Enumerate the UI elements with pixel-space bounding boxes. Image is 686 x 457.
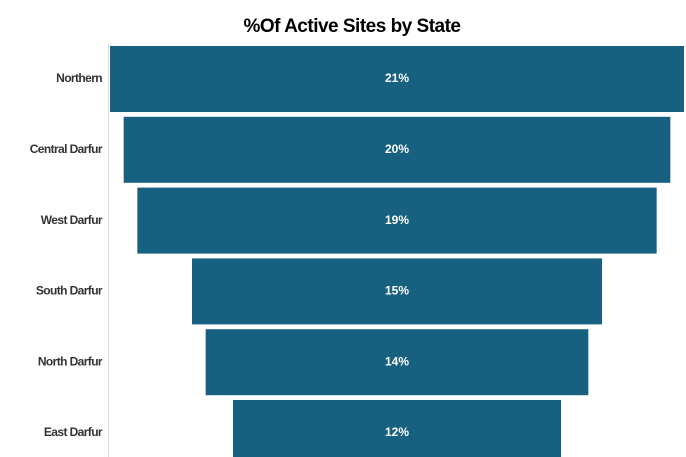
category-label: South Darfur	[36, 284, 103, 298]
category-label: Central Darfur	[30, 142, 103, 156]
funnel-bar	[233, 400, 561, 457]
value-label: 21%	[385, 71, 409, 85]
funnel-bar	[123, 116, 671, 183]
category-label: Northern	[56, 71, 102, 85]
value-label: 14%	[385, 354, 409, 368]
funnel-bar	[205, 329, 589, 396]
chart-title: %Of Active Sites by State	[244, 16, 461, 37]
funnel-bar	[137, 187, 657, 254]
value-label: 19%	[385, 213, 409, 227]
value-label: 15%	[385, 284, 409, 298]
funnel-bar	[110, 46, 684, 112]
value-label: 20%	[385, 142, 409, 156]
category-label: East Darfur	[44, 425, 103, 439]
value-label: 12%	[385, 425, 409, 439]
category-label: North Darfur	[38, 354, 103, 368]
funnel-bar	[192, 258, 602, 325]
category-label: West Darfur	[41, 213, 103, 227]
